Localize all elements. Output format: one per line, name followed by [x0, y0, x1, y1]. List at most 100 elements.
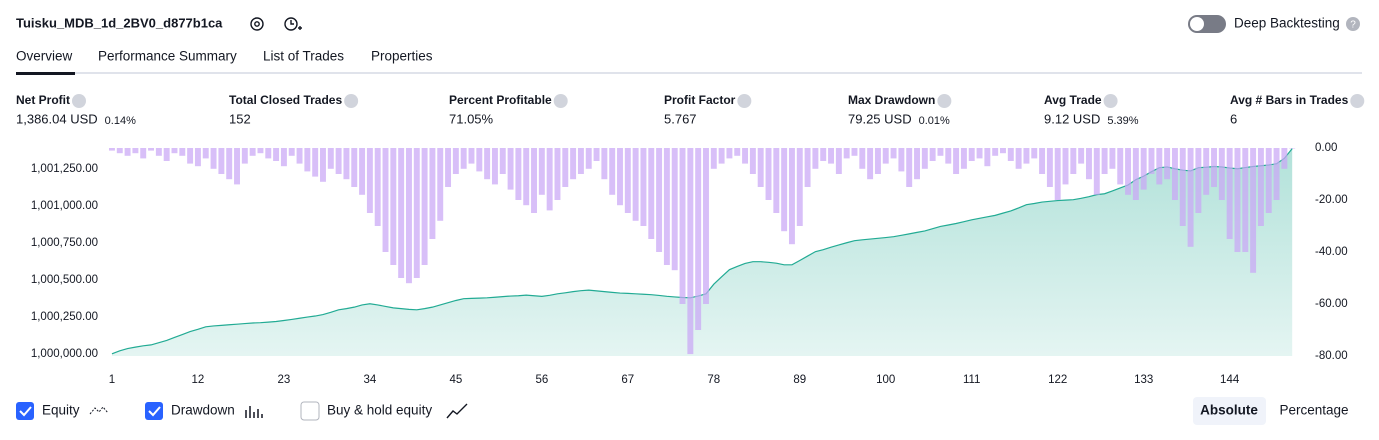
info-icon	[1103, 94, 1118, 108]
drawdown-bar	[218, 148, 225, 174]
drawdown-bar	[632, 148, 639, 221]
metric-sub: 0.01%	[919, 115, 950, 127]
drawdown-bar	[171, 148, 178, 154]
x-tick-label: 23	[278, 374, 291, 386]
drawdown-bar	[1195, 148, 1202, 213]
drawdown-bar	[187, 148, 194, 164]
drawdown-bar	[773, 148, 780, 213]
x-tick-label: 89	[793, 374, 806, 386]
drawdown-bar	[812, 148, 819, 169]
drawdown-bar	[1140, 148, 1147, 190]
drawdown-bar	[476, 148, 483, 172]
checkbox-unchecked[interactable]	[300, 401, 320, 421]
drawdown-bar	[108, 148, 115, 151]
drawdown-bar	[1179, 148, 1186, 226]
drawdown-bar	[656, 148, 663, 252]
drawdown-bar	[828, 148, 835, 164]
drawdown-bar	[992, 148, 999, 156]
metric-sub: 5.39%	[1107, 115, 1138, 127]
drawdown-bar	[1281, 148, 1288, 169]
drawdown-bar	[585, 148, 592, 169]
y2-tick-label: -80.00	[1315, 350, 1348, 362]
metric-label: Net Profit	[16, 93, 70, 107]
drawdown-bar	[1007, 148, 1014, 161]
drawdown-bar	[312, 148, 319, 177]
drawdown-bar	[304, 148, 311, 172]
legend-label: Drawdown	[171, 403, 235, 418]
drawdown-bar	[1187, 148, 1194, 247]
drawdown-bar	[288, 148, 295, 156]
check-glyph	[19, 406, 32, 417]
equity-area	[111, 148, 1293, 356]
tab[interactable]: List of Trades	[263, 49, 344, 64]
x-tick-label: 111	[963, 374, 980, 386]
info-icon	[72, 94, 86, 108]
drawdown-bar	[1031, 148, 1038, 159]
drawdown-bar	[179, 148, 186, 156]
x-tick-label: 78	[707, 374, 720, 386]
y-tick-label: 1,001,000.00	[31, 200, 98, 212]
drawdown-bar	[335, 148, 342, 174]
x-tick-label: 67	[621, 374, 634, 386]
drawdown-bar	[1039, 148, 1046, 174]
drawdown-bar	[1101, 148, 1108, 174]
drawdown-bar	[273, 148, 280, 161]
drawdown-bar	[163, 148, 170, 161]
drawdown-bar	[640, 148, 647, 226]
drawdown-bar	[765, 148, 772, 200]
info-icon	[553, 94, 568, 108]
drawdown-bar	[437, 148, 444, 221]
x-tick-label: 144	[1220, 374, 1240, 386]
info-icon	[737, 94, 752, 108]
drawdown-bar	[249, 148, 256, 156]
drawdown-bar	[405, 148, 412, 284]
metric-value: 79.25 USD	[848, 111, 912, 126]
x-tick-label: 56	[535, 374, 548, 386]
metric-label: Percent Profitable	[449, 93, 552, 107]
drawdown-bar	[1132, 148, 1139, 200]
drawdown-bar	[703, 148, 709, 304]
drawdown-bar	[781, 148, 788, 232]
drawdown-bar	[687, 148, 694, 355]
drawdown-bar	[1250, 148, 1257, 273]
drawdown-bar	[366, 148, 373, 213]
drawdown-bar	[523, 148, 530, 206]
drawdown-bar	[484, 148, 491, 180]
drawdown-bar	[280, 148, 287, 167]
tab[interactable]: Performance Summary	[98, 49, 237, 64]
drawdown-bar	[617, 148, 623, 206]
equity-line	[111, 148, 1293, 355]
tab[interactable]: Properties	[371, 49, 433, 64]
drawdown-bar	[953, 148, 960, 174]
drawdown-bar	[968, 148, 975, 161]
drawdown-bar	[820, 148, 827, 161]
drawdown-bar	[413, 148, 420, 278]
drawdown-bar	[960, 148, 967, 169]
metric-label: Profit Factor	[664, 93, 736, 107]
checkbox-checked[interactable]	[145, 402, 163, 420]
replay-icon[interactable]	[284, 17, 302, 31]
drawdown-bar	[148, 148, 155, 151]
x-tick-label: 133	[1134, 374, 1153, 386]
help-icon[interactable]	[1346, 17, 1360, 31]
drawdown-bar	[749, 148, 756, 174]
tab[interactable]: Overview	[16, 49, 73, 64]
drawdown-bar	[445, 148, 452, 187]
drawdown-bar	[1085, 148, 1092, 180]
scale-button-active[interactable]	[1193, 397, 1266, 425]
drawdown-bar	[343, 148, 350, 180]
checkbox-checked[interactable]	[16, 402, 34, 420]
drawdown-bar	[320, 148, 326, 182]
scale-button-label[interactable]: Percentage	[1279, 403, 1348, 418]
drawdown-bar	[1156, 148, 1163, 185]
metric-value: 5.767	[664, 111, 697, 126]
drawdown-bar	[1046, 148, 1053, 187]
help-glyph: ?	[1350, 20, 1356, 31]
drawdown-bar	[327, 148, 334, 169]
drawdown-bar	[710, 148, 717, 169]
settings-icon[interactable]	[250, 17, 264, 31]
x-tick-label: 34	[363, 374, 376, 386]
x-tick-label: 12	[192, 374, 205, 386]
drawdown-bar	[726, 148, 733, 159]
toggle-label: Deep Backtesting	[1234, 16, 1340, 31]
